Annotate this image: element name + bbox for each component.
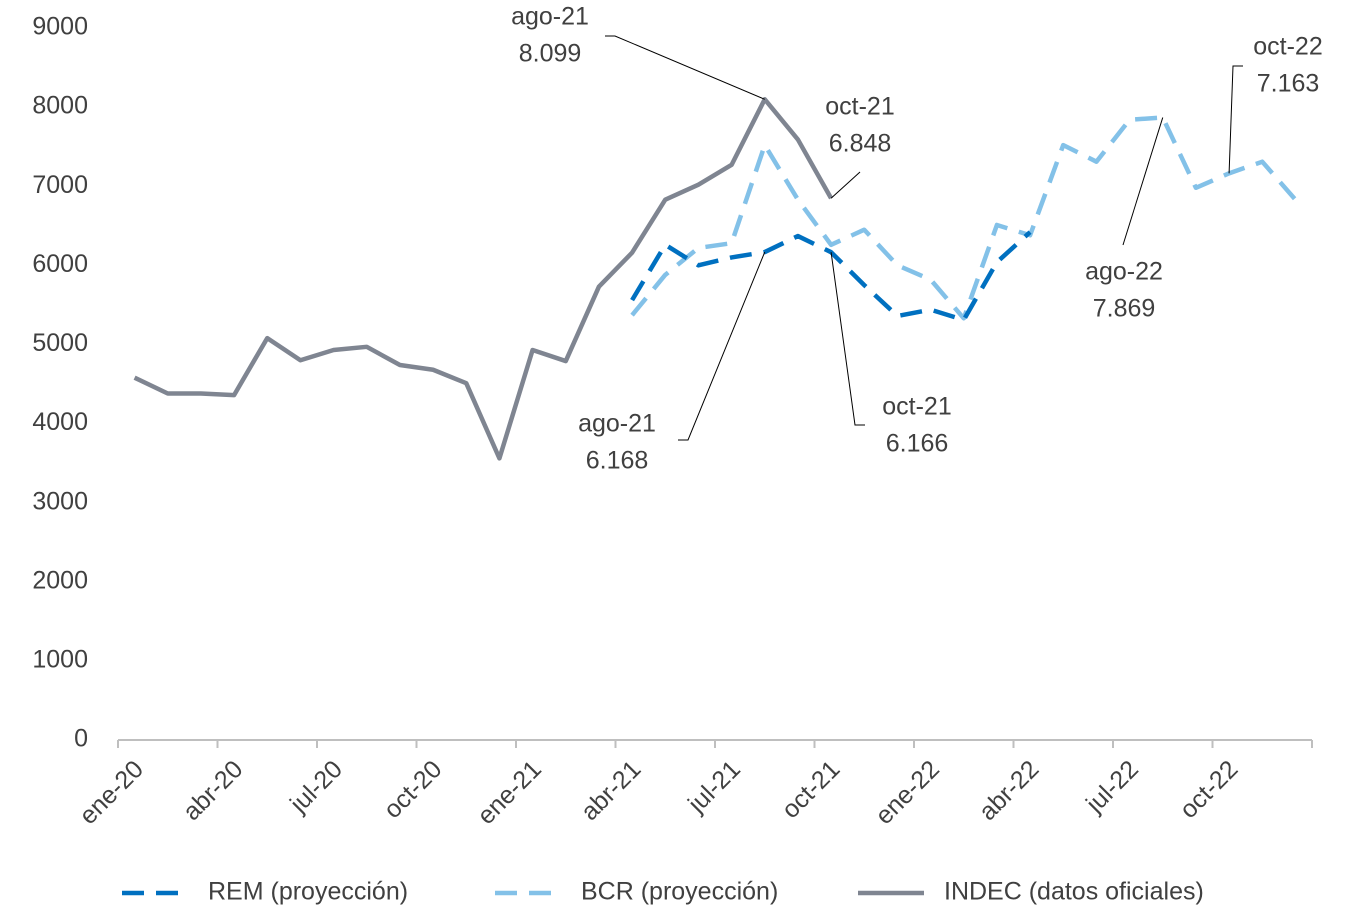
y-tick-label: 8000 <box>32 92 88 120</box>
y-tick-label: 0 <box>74 725 88 753</box>
x-tick-label: jul-21 <box>682 755 746 819</box>
leader-line <box>1228 65 1243 174</box>
leader-line <box>1122 117 1164 246</box>
y-tick-label: 5000 <box>32 329 88 357</box>
annotation: ago-21 <box>511 3 589 31</box>
x-tick-label: jul-20 <box>284 755 348 819</box>
x-tick-label: oct-22 <box>1174 755 1243 824</box>
annotation: 6.168 <box>586 447 649 475</box>
y-tick-label: 3000 <box>32 487 88 515</box>
series-line <box>630 115 1298 321</box>
legend-label: REM (proyección) <box>208 878 408 906</box>
annotation: 7.869 <box>1093 295 1156 323</box>
x-tick-label: abr-22 <box>974 755 1045 826</box>
x-tick-label: abr-21 <box>576 755 647 826</box>
y-tick-label: 2000 <box>32 566 88 594</box>
x-tick-label: ene-22 <box>870 755 945 830</box>
annotation: 6.848 <box>829 130 892 158</box>
x-tick-label: ene-21 <box>472 755 547 830</box>
y-tick-label: 7000 <box>32 171 88 199</box>
annotation: 6.166 <box>886 430 949 458</box>
annotation: 7.163 <box>1257 70 1320 98</box>
annotation: ago-22 <box>1085 258 1163 286</box>
leader-line <box>678 251 766 441</box>
y-tick-label: 6000 <box>32 250 88 278</box>
leader-line <box>830 171 861 199</box>
annotation: oct-21 <box>825 93 894 121</box>
annotation: 8.099 <box>519 40 582 68</box>
annotation: oct-22 <box>1253 33 1322 61</box>
legend-label: INDEC (datos oficiales) <box>944 878 1204 906</box>
annotation: oct-21 <box>882 393 951 421</box>
x-tick-label: abr-20 <box>178 755 249 826</box>
leader-line <box>605 35 765 100</box>
x-tick-label: ene-20 <box>74 755 149 830</box>
y-tick-label: 4000 <box>32 408 88 436</box>
leader-line <box>830 252 865 426</box>
y-tick-label: 9000 <box>32 13 88 41</box>
y-tick-label: 1000 <box>32 645 88 673</box>
series-line <box>133 97 834 461</box>
legend-label: BCR (proyección) <box>581 878 778 906</box>
x-tick-label: jul-22 <box>1080 755 1144 819</box>
x-tick-label: oct-21 <box>776 755 845 824</box>
annotation: ago-21 <box>578 410 656 438</box>
x-tick-label: oct-20 <box>378 755 447 824</box>
